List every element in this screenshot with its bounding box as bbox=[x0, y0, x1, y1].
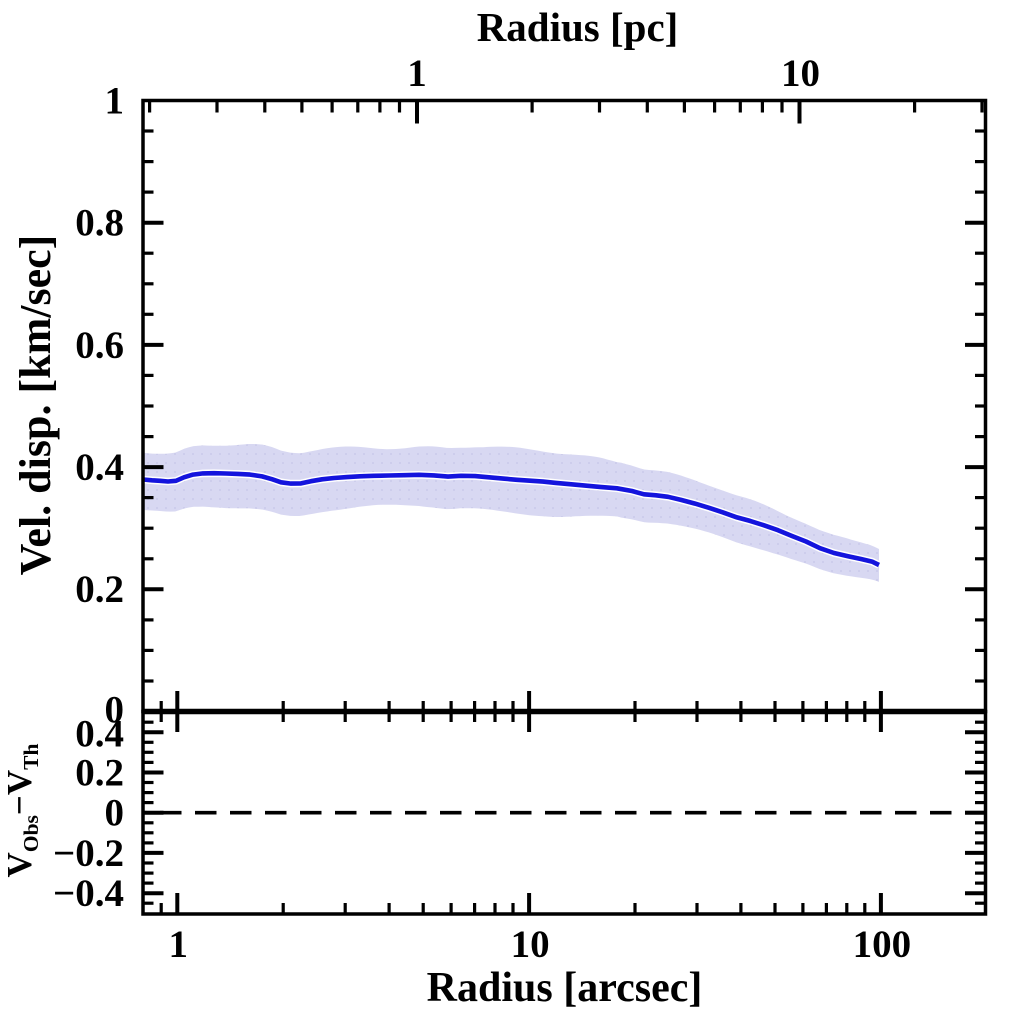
svg-text:1: 1 bbox=[407, 52, 427, 95]
svg-text:0: 0 bbox=[105, 792, 125, 835]
svg-text:0.4: 0.4 bbox=[75, 446, 124, 489]
svg-text:0.2: 0.2 bbox=[75, 568, 124, 611]
svg-text:0: 0 bbox=[105, 688, 125, 731]
svg-text:10: 10 bbox=[781, 52, 820, 95]
svg-text:0.8: 0.8 bbox=[75, 202, 124, 245]
svg-text:VObs−VTh: VObs−VTh bbox=[0, 744, 43, 878]
svg-text:−0.4: −0.4 bbox=[53, 872, 124, 915]
svg-text:−0.2: −0.2 bbox=[53, 832, 124, 875]
svg-text:Radius [arcsec]: Radius [arcsec] bbox=[427, 965, 703, 1011]
svg-text:0.6: 0.6 bbox=[75, 324, 124, 367]
svg-text:0.4: 0.4 bbox=[75, 712, 124, 755]
svg-text:1: 1 bbox=[169, 923, 189, 966]
svg-text:Vel. disp. [km/sec]: Vel. disp. [km/sec] bbox=[11, 235, 60, 576]
svg-text:Radius [pc]: Radius [pc] bbox=[477, 4, 679, 50]
svg-text:1: 1 bbox=[105, 79, 125, 122]
svg-text:0.2: 0.2 bbox=[75, 751, 124, 794]
svg-text:100: 100 bbox=[853, 923, 912, 966]
svg-text:10: 10 bbox=[511, 923, 550, 966]
